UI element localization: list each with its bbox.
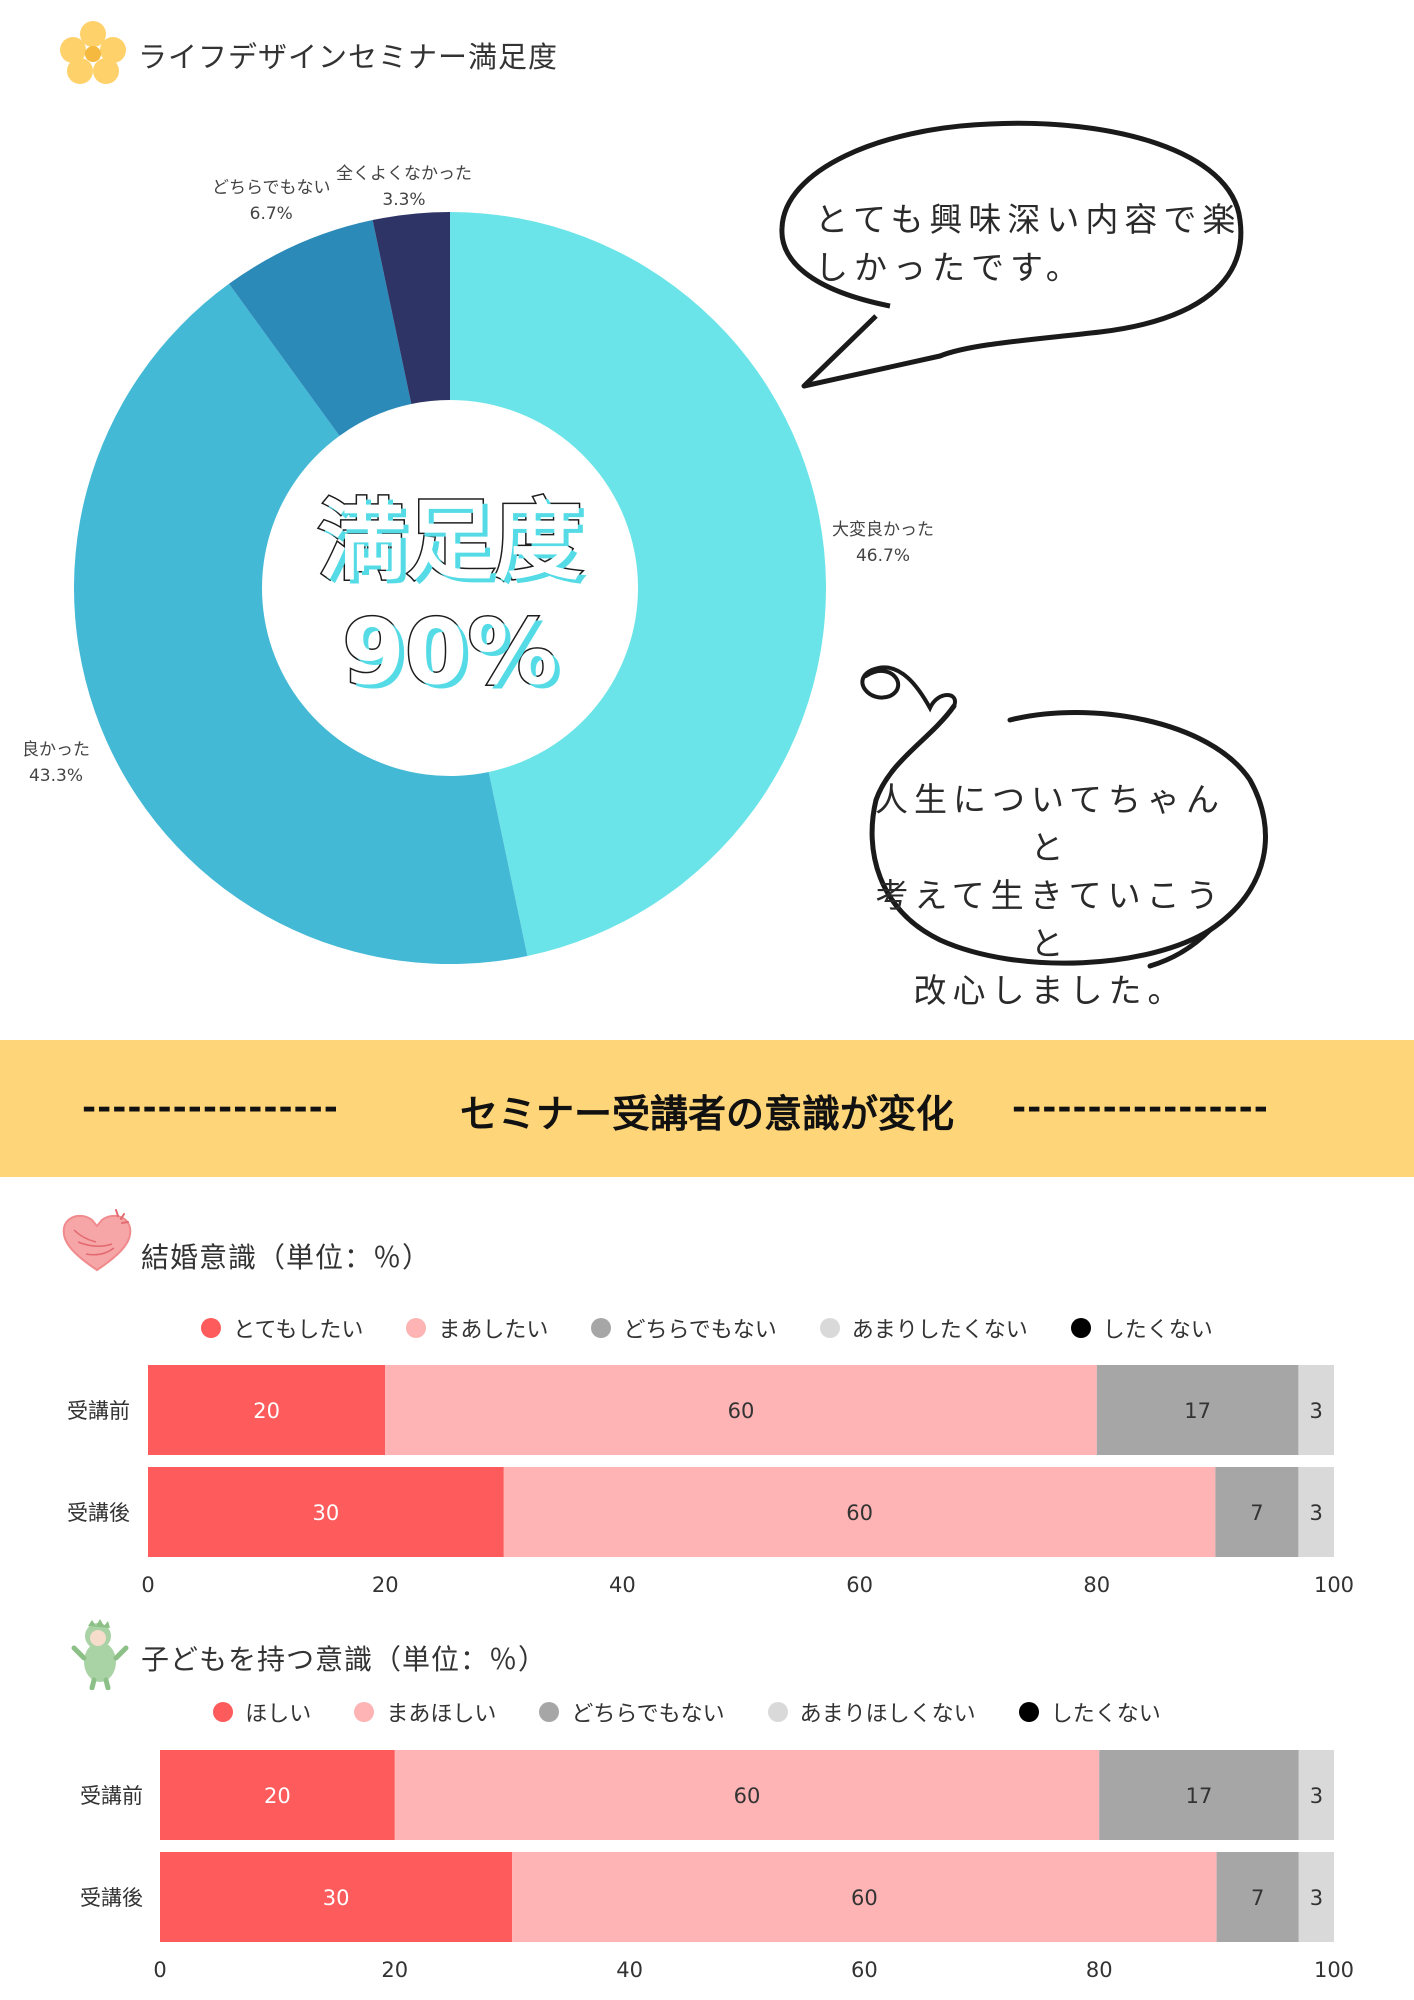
- pie-label-3: どちらでもない 6.7%: [212, 178, 331, 224]
- bar-data-label: 17: [1184, 1399, 1211, 1423]
- donut-slice: [450, 212, 826, 956]
- page-title: ライフデザインセミナー満足度: [138, 40, 559, 74]
- bar-segment: [160, 1750, 395, 1840]
- heart-icon: [62, 1209, 132, 1272]
- donut-slice: [74, 283, 528, 964]
- bar-data-label: 3: [1310, 1501, 1323, 1525]
- legend-dot: [406, 1318, 427, 1338]
- bar-segment: [148, 1467, 504, 1557]
- speech-bubble-1: [779, 120, 1244, 389]
- x-tick-label: 80: [1086, 1958, 1113, 1982]
- bar-segment: [503, 1467, 1216, 1557]
- bar-segment: [394, 1750, 1100, 1840]
- donut-center-title: 満足度: [316, 488, 583, 594]
- x-tick-label: 100: [1314, 1958, 1354, 1982]
- bar-segment: [1298, 1750, 1334, 1840]
- legend-dot: [591, 1318, 612, 1338]
- category-label: 受講前: [80, 1784, 143, 1808]
- legend-dot: [767, 1702, 788, 1722]
- bar-data-label: 3: [1310, 1399, 1323, 1423]
- x-tick-label: 0: [141, 1573, 154, 1597]
- x-tick-label: 60: [846, 1573, 873, 1597]
- legend-dot: [354, 1702, 375, 1722]
- legend-item: まあしたい: [406, 1312, 548, 1344]
- legend-item: あまりしたくない: [819, 1312, 1028, 1344]
- flower-icon: [60, 21, 126, 84]
- bar-segment: [1096, 1365, 1299, 1455]
- marriage-chart-title: 結婚意識（単位：％）: [141, 1241, 432, 1274]
- bar-data-label: 60: [851, 1886, 878, 1910]
- bar-segment: [1099, 1750, 1299, 1840]
- legend-item: どちらでもない: [539, 1696, 725, 1728]
- bar-data-label: 7: [1251, 1886, 1264, 1910]
- children-chart-title: 子どもを持つ意識（単位：％）: [141, 1643, 548, 1676]
- bar-data-label: 60: [846, 1501, 873, 1525]
- marriage-legend: とてもしたい まあしたい どちらでもない あまりしたくない したくない: [0, 1312, 1414, 1344]
- legend-item: とてもしたい: [201, 1312, 363, 1344]
- x-tick-label: 20: [372, 1573, 399, 1597]
- x-tick-label: 20: [381, 1958, 408, 1982]
- legend-item: どちらでもない: [591, 1312, 777, 1344]
- legend-dot: [539, 1702, 560, 1722]
- banner-dashes-left: -----------------: [82, 1088, 339, 1128]
- x-tick-label: 40: [609, 1573, 636, 1597]
- category-label: 受講後: [80, 1886, 143, 1910]
- donut-center-value: 90%: [341, 599, 559, 707]
- child-dinosaur-icon: [71, 1619, 129, 1690]
- bar-data-label: 20: [264, 1784, 291, 1808]
- legend-dot: [213, 1702, 234, 1722]
- x-tick-label: 40: [616, 1958, 643, 1982]
- pie-label-1: 大変良かった 46.7%: [832, 520, 934, 566]
- bar-data-label: 60: [728, 1399, 755, 1423]
- x-tick-label: 60: [851, 1958, 878, 1982]
- bar-segment: [385, 1365, 1097, 1455]
- legend-item: したくない: [1070, 1312, 1213, 1344]
- children-legend: ほしい まあほしい どちらでもない あまりほしくない したくない: [0, 1696, 1394, 1728]
- bar-data-label: 60: [734, 1784, 761, 1808]
- bar-data-label: 30: [313, 1501, 340, 1525]
- legend-item: したくない: [1018, 1696, 1161, 1728]
- bar-segment: [148, 1365, 386, 1455]
- donut-chart: [74, 212, 826, 964]
- donut-slice: [372, 212, 450, 405]
- legend-item: まあほしい: [354, 1696, 496, 1728]
- bar-segment: [1298, 1365, 1334, 1455]
- bar-data-label: 3: [1310, 1886, 1323, 1910]
- x-tick-label: 100: [1314, 1573, 1354, 1597]
- comment-1: とても興味深い内容で楽 しかったです。: [815, 200, 1242, 287]
- bar-segment: [160, 1852, 513, 1942]
- legend-dot: [819, 1318, 840, 1338]
- legend-dot: [201, 1318, 222, 1338]
- x-tick-label: 80: [1083, 1573, 1110, 1597]
- bar-data-label: 3: [1310, 1784, 1323, 1808]
- legend-item: あまりほしくない: [767, 1696, 976, 1728]
- banner-title: セミナー受講者の意識が変化: [459, 1092, 954, 1136]
- bar-data-label: 20: [253, 1399, 280, 1423]
- bar-data-label: 17: [1186, 1784, 1213, 1808]
- legend-dot: [1018, 1702, 1039, 1722]
- bar-segment: [1298, 1467, 1334, 1557]
- speech-bubble-2: [860, 665, 1268, 969]
- pie-label-2: 良かった 43.3%: [22, 740, 90, 786]
- bar-segment: [1298, 1852, 1334, 1942]
- x-tick-label: 0: [153, 1958, 166, 1982]
- category-label: 受講前: [67, 1399, 130, 1423]
- bar-segment: [1216, 1852, 1299, 1942]
- bar-data-label: 7: [1250, 1501, 1263, 1525]
- pie-label-4: 全くよくなかった 3.3%: [336, 164, 472, 210]
- legend-dot: [1070, 1318, 1091, 1338]
- bar-data-label: 30: [323, 1886, 350, 1910]
- category-label: 受講後: [67, 1501, 130, 1525]
- comment-2: 人生についてちゃんと 考えて生きていこうと 改心しました。: [874, 780, 1225, 1011]
- legend-item: ほしい: [213, 1696, 311, 1728]
- section-banner: ----------------- セミナー受講者の意識が変化 --------…: [0, 1040, 1414, 1177]
- bar-segment: [1215, 1467, 1299, 1557]
- bar-segment: [512, 1852, 1217, 1942]
- banner-dashes-right: -----------------: [1012, 1088, 1269, 1128]
- donut-slice: [228, 220, 412, 436]
